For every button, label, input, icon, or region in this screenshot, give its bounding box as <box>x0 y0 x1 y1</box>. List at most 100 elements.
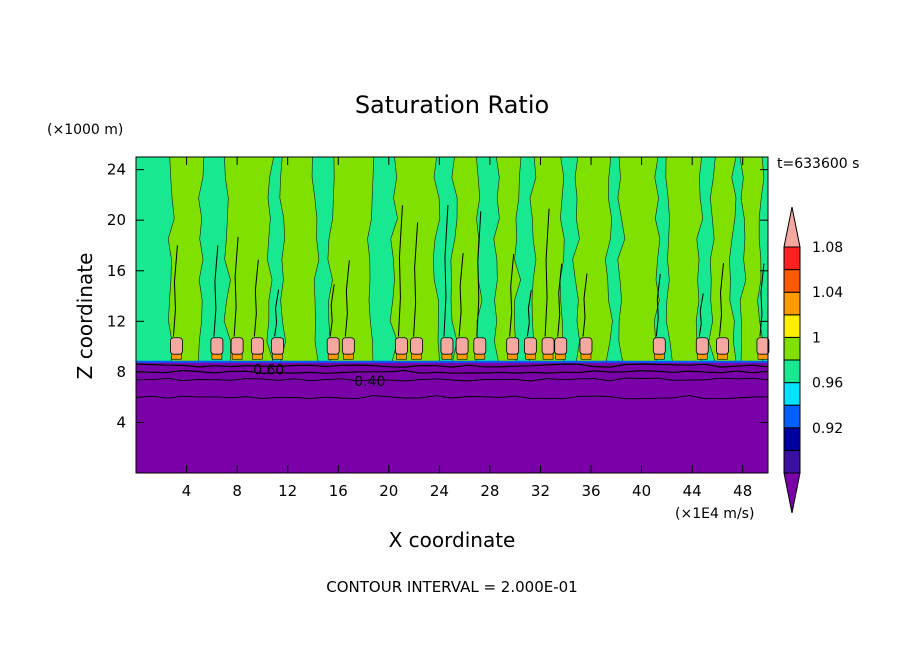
y-tick-label: 20 <box>107 211 126 229</box>
x-tick-label: 36 <box>581 482 600 500</box>
contour-scribble <box>698 293 704 337</box>
x-tick-label: 48 <box>733 482 752 500</box>
supersaturated-patch <box>170 337 183 355</box>
contour-label: 0.60 <box>253 362 284 378</box>
x-tick-label: 4 <box>182 482 192 500</box>
x-tick-label: 28 <box>480 482 499 500</box>
colorbar-segment <box>783 359 801 384</box>
colorbar-label: 0.92 <box>812 421 843 437</box>
contour-scribble <box>557 263 563 337</box>
contour-line <box>135 395 769 400</box>
x-tick-label: 8 <box>232 482 242 500</box>
x-tick-label: 12 <box>278 482 297 500</box>
x-tick-label: 20 <box>379 482 398 500</box>
supersaturated-patch <box>326 337 340 355</box>
contour-scribble <box>397 205 403 337</box>
colorbar-segment <box>783 382 801 406</box>
contour-scribble <box>443 205 449 337</box>
supersaturated-patch <box>716 337 729 355</box>
supersaturated-patch <box>230 337 244 355</box>
contour-scribble <box>526 289 532 337</box>
contour-scribble <box>213 245 219 337</box>
supersaturated-patch <box>506 337 520 355</box>
contour-scribble <box>476 211 482 337</box>
supersaturated-patch <box>440 337 454 355</box>
supersaturated-patch <box>523 337 537 355</box>
y-tick-label: 24 <box>107 161 126 179</box>
colorbar-segment <box>783 404 801 429</box>
colorbar-segment <box>783 449 801 474</box>
colorbar-label: 0.96 <box>812 376 843 392</box>
dry-lower-layer <box>136 360 768 473</box>
supersaturated-patch <box>541 337 555 355</box>
colorbar-segment <box>783 314 801 338</box>
upper-column <box>327 156 375 363</box>
contour-scribble <box>759 263 765 337</box>
plot-area: 0.600.40 4 8 12 16 20 24 28 32 36 40 44 48 48121620… <box>107 156 770 500</box>
contour-scribble <box>718 262 724 337</box>
colorbar-segment <box>783 269 801 293</box>
y-tick-label: 16 <box>107 262 126 280</box>
supersaturated-patch <box>395 337 408 355</box>
contour-interval-label: CONTOUR INTERVAL = 2.000E-01 <box>326 578 577 596</box>
colorbar-min-triangle <box>783 472 801 514</box>
lower-region <box>136 361 768 473</box>
colorbar-max-triangle <box>783 206 801 248</box>
colorbar-segment <box>783 291 801 316</box>
contour-line <box>135 363 769 368</box>
contour-line <box>135 377 769 382</box>
contour-scribble <box>509 253 515 337</box>
contour-scribble <box>582 273 588 337</box>
colorbar-label: 1.04 <box>812 285 843 301</box>
supersaturated-patch <box>473 337 487 355</box>
upper-column <box>223 156 275 363</box>
supersaturated-patch <box>756 337 770 355</box>
upper-column <box>279 156 320 363</box>
y-axis-ticks: 4 8 12 16 20 24 <box>107 161 768 431</box>
colorbar-segment <box>783 246 801 271</box>
colorbar-segment <box>783 336 801 361</box>
contour-scribble <box>344 260 350 337</box>
contour-scribble <box>458 253 464 337</box>
contour-scribble <box>233 236 239 337</box>
contour-line <box>135 369 769 375</box>
x-tick-label: 16 <box>329 482 348 500</box>
supersaturated-patch <box>271 337 284 355</box>
y-tick-label: 12 <box>107 312 126 330</box>
x-axis-label: X coordinate <box>389 528 516 552</box>
x-tick-label: 44 <box>683 482 702 500</box>
contour-scribble <box>655 273 661 337</box>
colorbar-label: 1.08 <box>812 240 843 256</box>
supersaturated-patch <box>652 337 666 355</box>
x-tick-label: 32 <box>531 482 550 500</box>
y-tick-label: 8 <box>116 363 126 381</box>
supersaturated-patch <box>579 337 593 355</box>
y-unit-label: (×1000 m) <box>47 122 123 138</box>
plot-frame <box>135 156 769 474</box>
supersaturated-patch <box>455 337 469 355</box>
contour-scribble <box>274 289 280 337</box>
y-tick-label: 4 <box>116 413 126 431</box>
x-axis-ticks: 4 8 12 16 20 24 28 32 36 40 44 48 <box>182 157 752 500</box>
x-tick-label: 24 <box>430 482 449 500</box>
colorbar: 0.92 0.96 1 1.04 1.08 <box>783 206 843 514</box>
colorbar-label: 1 <box>812 330 821 346</box>
contour-lines: 0.60 0.40 <box>135 205 769 400</box>
chart-title: Saturation Ratio <box>355 91 549 119</box>
contour-scribble <box>253 259 259 337</box>
contour-scribble <box>413 222 419 337</box>
supersaturated-patch <box>210 337 224 355</box>
supersaturated-patch <box>410 337 424 355</box>
supersaturated-patch <box>695 337 709 355</box>
y-axis-label: Z coordinate <box>73 253 97 380</box>
contour-scribble <box>172 245 178 337</box>
contour-scribble <box>329 284 335 337</box>
x-unit-label: (×1E4 m/s) <box>675 506 754 522</box>
time-label: t=633600 s <box>777 156 859 172</box>
contour-label: 0.40 <box>354 374 385 390</box>
supersaturated-patch <box>554 337 568 355</box>
upper-column <box>617 156 661 363</box>
colorbar-segment <box>783 427 801 451</box>
upper-layer <box>136 156 770 363</box>
